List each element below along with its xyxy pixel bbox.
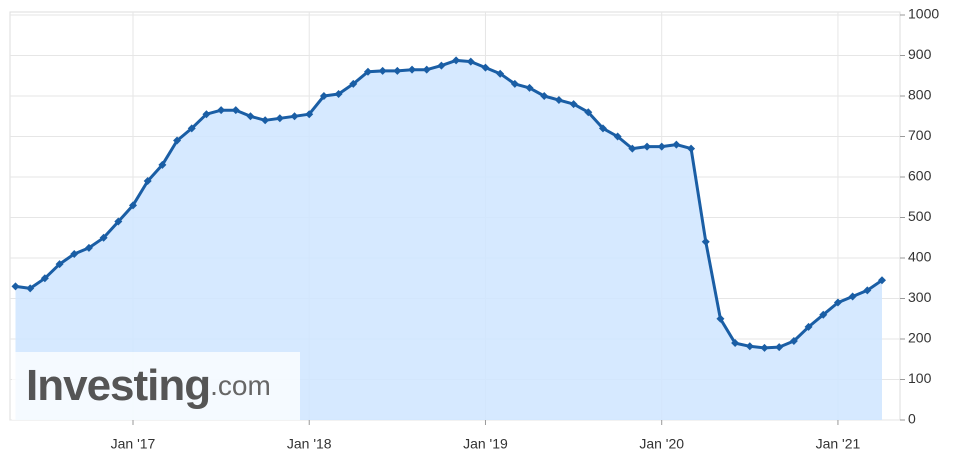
marker [745,342,754,351]
marker [804,322,813,331]
marker [128,201,137,210]
marker [422,65,431,74]
marker [863,286,872,295]
y-tick-label: 600 [908,168,932,184]
marker [657,142,666,151]
marker [628,144,637,153]
marker [40,274,49,283]
marker [878,276,886,285]
y-tick-label: 300 [908,289,932,305]
marker [11,282,20,291]
marker [540,92,549,100]
x-tick-label: Jan '21 [816,436,861,452]
marker [525,83,534,92]
marker [731,339,740,348]
marker [775,343,784,352]
marker [55,260,64,269]
marker [598,124,607,133]
marker [275,114,284,123]
marker [701,237,710,246]
marker [158,160,167,169]
marker [231,106,240,115]
y-tick-label: 700 [908,127,932,143]
watermark: Investing.com [12,352,300,420]
marker [437,61,446,70]
marker [334,89,343,98]
x-tick-label: Jan '19 [463,436,508,452]
y-tick-label: 0 [908,411,916,427]
marker [143,177,152,186]
marker [202,110,211,119]
marker [554,96,563,105]
marker [319,92,328,100]
marker [261,116,270,125]
marker [466,57,475,66]
marker [584,108,593,117]
marker [643,142,652,151]
x-tick-label: Jan '20 [639,436,684,452]
marker [114,217,123,226]
marker [789,337,798,346]
marker [173,136,182,145]
marker [408,65,417,74]
y-tick-label: 1000 [908,6,939,22]
watermark-name: Investing [26,361,210,410]
watermark-text: Investing.com [26,361,271,410]
y-tick-label: 800 [908,87,932,103]
marker [187,124,196,133]
marker [510,79,519,88]
marker [687,144,696,153]
marker [760,343,769,352]
marker [99,233,108,242]
y-tick-label: 500 [908,208,932,224]
x-tick-label: Jan '18 [287,436,332,452]
marker [496,69,505,78]
marker [672,140,681,149]
marker [378,66,387,75]
y-tick-label: 400 [908,249,932,265]
y-tick-label: 900 [908,46,932,62]
marker [70,249,79,258]
marker [84,243,93,252]
marker [848,292,857,301]
marker [349,79,358,88]
marker [246,112,255,121]
watermark-suffix: .com [210,370,271,401]
area [15,60,882,421]
marker [452,56,461,65]
marker [26,284,35,293]
marker [481,63,490,72]
marker [613,132,622,141]
watermark-bg [12,352,300,420]
marker [393,66,402,75]
marker [290,112,299,121]
marker [363,67,372,76]
x-tick-label: Jan '17 [111,436,156,452]
y-tick-label: 100 [908,370,932,386]
marker [833,298,842,307]
marker [716,314,725,323]
marker [819,310,828,319]
marker [217,106,226,115]
marker [569,100,578,109]
marker [305,110,314,119]
y-tick-label: 200 [908,330,932,346]
